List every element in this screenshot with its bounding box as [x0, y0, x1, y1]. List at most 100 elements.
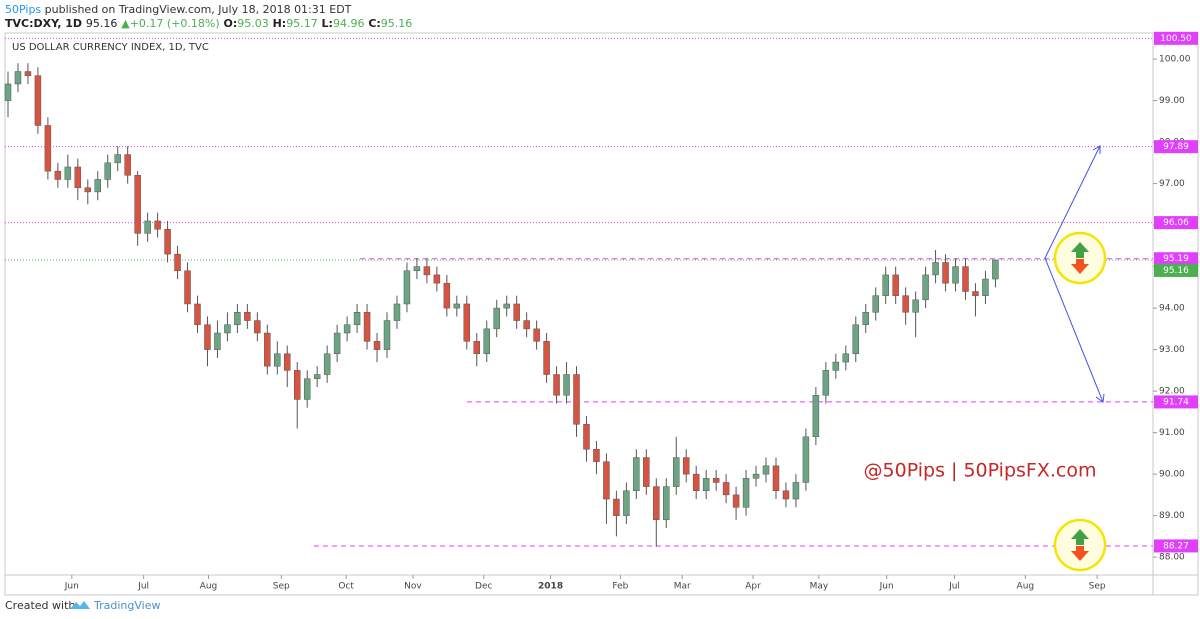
price: 95.16	[85, 17, 118, 30]
x-tick-label: Aug	[200, 582, 218, 592]
l-label: L:	[321, 17, 333, 30]
candle-body	[663, 486, 670, 521]
candle-body	[463, 303, 471, 342]
candle-body	[453, 303, 461, 309]
candle-body	[653, 486, 660, 521]
y-tick-label: 100.00	[1159, 55, 1191, 65]
level-label-box	[1154, 252, 1198, 266]
candle-body	[882, 274, 889, 296]
chart-frame	[4, 32, 1199, 596]
candle-body	[603, 461, 610, 500]
y-tick-label: 91.00	[1159, 428, 1185, 438]
candle-body	[14, 71, 22, 85]
candle-body	[563, 374, 570, 396]
candle-body	[732, 494, 740, 508]
candle-body	[323, 353, 331, 375]
x-tick-label: Dec	[475, 582, 492, 592]
candle-body	[84, 187, 92, 193]
h-label: H:	[272, 17, 287, 30]
change: +0.17 (+0.18%)	[129, 17, 220, 30]
watermark: @50Pips | 50PipsFX.com	[864, 460, 1097, 482]
author[interactable]: 50Pips	[5, 3, 42, 16]
y-tick-label: 90.00	[1159, 470, 1185, 480]
candle-body	[643, 457, 650, 487]
candle-body	[742, 478, 750, 508]
x-tick-label: Aug	[1017, 582, 1035, 592]
candle-body	[593, 448, 600, 462]
icon-down	[1071, 546, 1089, 561]
level-label: 88.27	[1163, 541, 1189, 551]
x-tick-label: Sep	[273, 582, 290, 592]
last-price-label: 95.16	[1163, 266, 1189, 276]
symbol: TVC:DXY, 1D	[5, 17, 83, 30]
y-tick-label: 99.00	[1159, 96, 1185, 106]
candle-body	[553, 374, 560, 396]
o-label: O:	[223, 17, 238, 30]
arrow-head-down	[1095, 393, 1105, 403]
x-tick-label: Mar	[674, 582, 691, 592]
candle-body	[114, 154, 121, 164]
candle-body	[583, 424, 590, 450]
y-tick-label: 94.00	[1159, 304, 1185, 314]
candle-body	[962, 266, 969, 292]
candle-body	[822, 370, 830, 396]
candle-body	[293, 370, 301, 400]
candle-body	[274, 353, 281, 367]
candle-body	[413, 266, 421, 272]
last-price-box	[1154, 263, 1198, 277]
candle-body	[513, 303, 520, 321]
candle-body	[473, 341, 481, 355]
candle-body	[164, 229, 171, 255]
c-value: 95.16	[380, 17, 413, 30]
candle-body	[94, 179, 101, 193]
candle-body	[802, 436, 810, 483]
x-tick-label: 2018	[538, 582, 563, 592]
x-tick-label: May	[810, 582, 829, 592]
candle-body	[503, 303, 510, 309]
candle-body	[64, 166, 72, 180]
candle-body	[493, 307, 500, 330]
candle-body	[533, 328, 540, 342]
c-label: C:	[368, 17, 381, 30]
candle-body	[194, 303, 201, 325]
header-line-1: 50Pips published on TradingView.com, Jul…	[5, 3, 351, 16]
candle-body	[692, 473, 700, 491]
arrow-head-up	[1092, 145, 1101, 154]
l-value: 94.96	[332, 17, 365, 30]
candle-body	[54, 170, 62, 180]
candle-body	[34, 75, 42, 126]
candle-body	[393, 303, 401, 321]
candle-body	[363, 312, 371, 342]
candle-body	[144, 220, 151, 234]
level-label-box	[1154, 140, 1198, 154]
level-label-box	[1154, 216, 1198, 230]
x-tick-label: Sep	[1089, 582, 1106, 592]
level-label: 91.74	[1163, 397, 1189, 407]
projection-arrows	[1044, 145, 1105, 403]
candle-body	[812, 395, 820, 438]
icon-up	[1071, 529, 1089, 545]
candle-body	[483, 328, 490, 355]
candle-body	[922, 274, 929, 301]
level-label: 97.89	[1163, 142, 1189, 152]
candle-body	[573, 374, 580, 425]
candle-body	[264, 332, 271, 367]
candle-body	[832, 361, 840, 371]
candle-body	[383, 320, 391, 350]
x-tick-label: Apr	[745, 582, 761, 592]
candle-body	[762, 465, 770, 475]
tv-logo	[70, 601, 90, 609]
candle-body	[254, 320, 261, 334]
candle-body	[443, 282, 451, 309]
candle-body	[244, 312, 251, 321]
x-tick-label: Jun	[64, 582, 79, 592]
candle-body	[543, 341, 550, 375]
o-value: 95.03	[237, 17, 269, 30]
level-label: 96.06	[1163, 218, 1189, 228]
candle-body	[932, 262, 939, 276]
candle-body	[204, 324, 211, 350]
footer-brand[interactable]: TradingView	[93, 599, 160, 612]
candle-body	[992, 259, 999, 280]
